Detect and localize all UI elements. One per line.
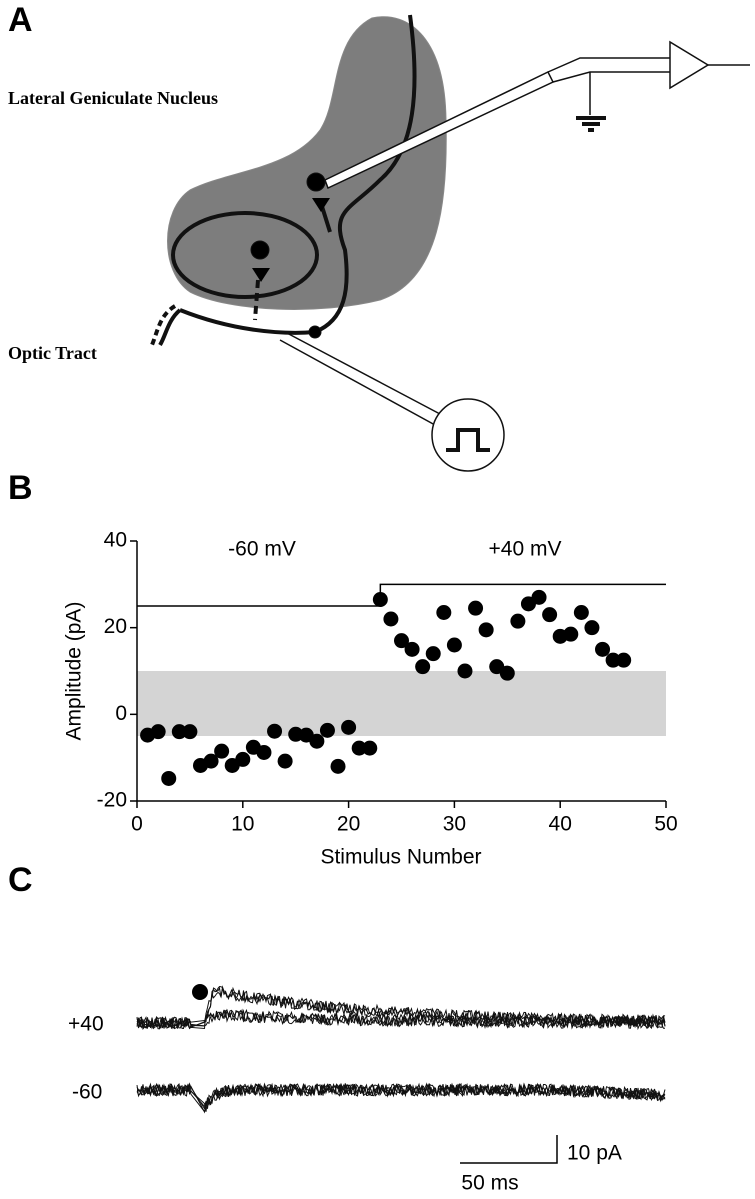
y-axis-label: Amplitude (pA) [63, 602, 86, 741]
point [214, 743, 230, 759]
point [171, 724, 187, 740]
point [203, 753, 219, 769]
point [499, 665, 515, 681]
y-tick-label: 0 [115, 702, 127, 725]
lgn-diagram [150, 14, 750, 472]
x-tick-label: 20 [337, 813, 360, 836]
point [425, 646, 441, 662]
panel-label: A [8, 1, 33, 39]
point [362, 740, 378, 756]
point [383, 611, 399, 627]
panel-label: C [8, 861, 33, 899]
point [404, 641, 420, 657]
point [256, 744, 272, 760]
point [573, 605, 589, 620]
point [478, 622, 494, 638]
current-trace [137, 1082, 666, 1113]
current-trace [136, 1008, 666, 1030]
x-tick-label: 40 [549, 813, 572, 836]
x-axis-label: Stimulus Number [320, 846, 481, 869]
x-tick-label: 10 [231, 813, 254, 836]
annotation: -60 mV [228, 538, 296, 561]
point [531, 589, 547, 605]
region-label: Optic Tract [8, 343, 97, 363]
point [309, 733, 325, 749]
point [415, 659, 431, 675]
stimulus-marker [192, 984, 208, 1000]
point [584, 620, 600, 636]
point [510, 613, 526, 629]
point [161, 770, 177, 786]
point [457, 663, 473, 679]
scale-bar [460, 1135, 558, 1164]
point [235, 751, 251, 767]
point [330, 758, 346, 774]
point [605, 652, 621, 668]
y-tick-label: 40 [104, 529, 127, 552]
point [150, 724, 166, 740]
x-tick-label: 50 [654, 813, 677, 836]
trace-label: -60 [72, 1081, 102, 1104]
annotation: +40 mV [489, 538, 562, 561]
point [468, 600, 484, 616]
point [394, 633, 409, 649]
scale-label: 10 pA [567, 1142, 622, 1165]
point [372, 592, 388, 607]
scale-label: 50 ms [461, 1172, 518, 1195]
x-tick-label: 30 [443, 813, 466, 836]
point [319, 722, 335, 738]
point [563, 626, 579, 642]
point [616, 652, 632, 668]
point [351, 740, 367, 756]
point [341, 719, 357, 735]
point [542, 607, 558, 623]
point [182, 724, 198, 740]
y-tick-label: -20 [97, 789, 127, 812]
point [277, 753, 293, 769]
region-label: Lateral Geniculate Nucleus [8, 88, 218, 108]
x-tick-label: 0 [131, 813, 143, 836]
point [436, 605, 452, 620]
point [267, 723, 283, 739]
current-trace [136, 985, 666, 1030]
panel-label: B [8, 469, 33, 507]
point [446, 637, 462, 653]
y-tick-label: 20 [104, 615, 127, 638]
shaded-range [137, 671, 666, 736]
point [595, 641, 611, 657]
stimulus-trace [137, 583, 666, 607]
trace-label: +40 [68, 1013, 104, 1036]
